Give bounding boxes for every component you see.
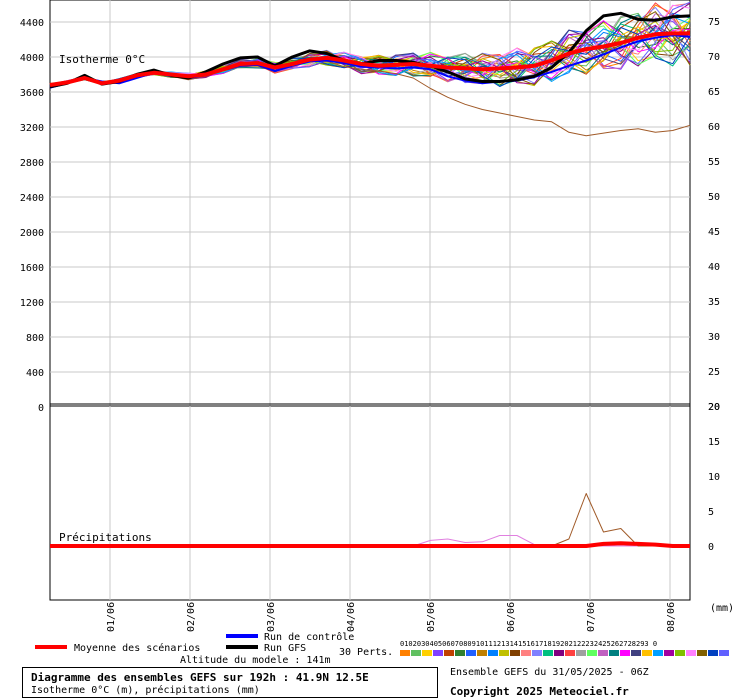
left-tick-label: 1200 bbox=[20, 298, 44, 309]
x-unit-label: (mm) bbox=[710, 603, 734, 614]
x-tick-label: 07/06 bbox=[586, 602, 597, 632]
x-tick-label: 04/06 bbox=[346, 602, 357, 632]
pert-swatch bbox=[598, 650, 608, 656]
right-tick-label: 20 bbox=[708, 402, 720, 413]
altitude-label: Altitude du modele : 141m bbox=[180, 655, 331, 666]
legend-gfs-label: Run GFS bbox=[264, 643, 306, 654]
right-tick-label: 55 bbox=[708, 157, 720, 168]
precip-tick-label: 20 bbox=[708, 402, 720, 413]
left-tick-label: 2800 bbox=[20, 158, 44, 169]
left-tick-label: 2400 bbox=[20, 193, 44, 204]
pert-swatch bbox=[697, 650, 707, 656]
precip-mean-line bbox=[50, 541, 690, 548]
title-box: Diagramme des ensembles GEFS sur 192h : … bbox=[22, 667, 438, 698]
bottom-panel-frame bbox=[49, 405, 691, 601]
x-tick-label: 01/06 bbox=[106, 602, 117, 632]
right-tick-label: 30 bbox=[708, 332, 720, 343]
pert-swatch bbox=[521, 650, 531, 656]
legend-mean-label: Moyenne des scénarios bbox=[74, 642, 200, 654]
pert-swatch bbox=[411, 650, 421, 656]
pert-swatch bbox=[433, 650, 443, 656]
right-tick-label: 50 bbox=[708, 192, 720, 203]
right-tick-label: 75 bbox=[708, 17, 720, 28]
pert-swatch bbox=[455, 650, 465, 656]
bottom-panel-grid bbox=[49, 403, 691, 601]
x-tick-label: 08/06 bbox=[666, 602, 677, 632]
left-tick-label: 4000 bbox=[20, 53, 44, 64]
copyright: Copyright 2025 Meteociel.fr bbox=[450, 685, 629, 698]
pert-swatch bbox=[576, 650, 586, 656]
mean-line bbox=[49, 31, 690, 87]
pert-swatch bbox=[719, 650, 729, 656]
perts-numbers: 0102030405060708091011121314151617181920… bbox=[400, 640, 657, 648]
x-axis-ticks: 01/06 02/06 03/06 04/06 05/06 06/06 07/06 08/06 bbox=[106, 602, 677, 632]
pert-swatch bbox=[631, 650, 641, 656]
pert-swatch bbox=[444, 650, 454, 656]
precip-axis-ticks: 20 15 10 5 0 bbox=[708, 402, 720, 553]
left-tick-label: 3600 bbox=[20, 88, 44, 99]
isotherm-label: Isotherme 0°C bbox=[59, 53, 145, 66]
pert-swatch bbox=[642, 650, 652, 656]
perts-label: 30 Perts. bbox=[339, 647, 393, 658]
x-tick-label: 05/06 bbox=[426, 602, 437, 632]
pert-swatch bbox=[565, 650, 575, 656]
right-tick-label: 40 bbox=[708, 262, 720, 273]
pert-swatch bbox=[466, 650, 476, 656]
pert-swatch bbox=[554, 650, 564, 656]
x-tick-label: 03/06 bbox=[266, 602, 277, 632]
pert-swatch bbox=[620, 650, 630, 656]
right-tick-label: 60 bbox=[708, 122, 720, 133]
right-tick-label: 65 bbox=[708, 87, 720, 98]
pert-swatch bbox=[708, 650, 718, 656]
run-info: Ensemble GEFS du 31/05/2025 - 06Z bbox=[450, 667, 649, 678]
gfs-run-line bbox=[49, 11, 691, 89]
left-tick-label: 2000 bbox=[20, 228, 44, 239]
chart-subtitle: Isotherme 0°C (m), précipitations (mm) bbox=[31, 685, 260, 696]
pert-swatch bbox=[422, 650, 432, 656]
pert-swatch bbox=[400, 650, 410, 656]
right-tick-label: 45 bbox=[708, 227, 720, 238]
left-tick-label: 800 bbox=[26, 333, 44, 344]
left-tick-label: 0 bbox=[38, 403, 44, 414]
left-tick-label: 1600 bbox=[20, 263, 44, 274]
x-tick-label: 06/06 bbox=[506, 602, 517, 632]
pert-swatch bbox=[686, 650, 696, 656]
pert-swatch bbox=[543, 650, 553, 656]
precip-tick-label: 5 bbox=[708, 507, 714, 518]
precip-tick-label: 0 bbox=[708, 542, 714, 553]
pert-swatch bbox=[653, 650, 663, 656]
legend-control-label: Run de contrôle bbox=[264, 631, 354, 643]
right-axis-ticks: 75 70 65 60 55 50 45 40 35 30 25 20 bbox=[708, 17, 720, 413]
pert-swatch bbox=[609, 650, 619, 656]
left-tick-label: 4400 bbox=[20, 18, 44, 29]
precip-series bbox=[50, 493, 690, 548]
precip-tick-label: 15 bbox=[708, 437, 720, 448]
perts-swatches bbox=[400, 650, 729, 656]
pert-swatch bbox=[675, 650, 685, 656]
pert-swatch bbox=[532, 650, 542, 656]
left-axis-ticks: 4400400036003200280024002000160012008004… bbox=[20, 18, 44, 414]
pert-swatch bbox=[664, 650, 674, 656]
isotherm-series bbox=[49, 1, 691, 137]
left-tick-label: 400 bbox=[26, 368, 44, 379]
left-tick-label: 3200 bbox=[20, 123, 44, 134]
pert-swatch bbox=[587, 650, 597, 656]
right-tick-label: 25 bbox=[708, 367, 720, 378]
pert-swatch bbox=[510, 650, 520, 656]
precip-tick-label: 10 bbox=[708, 472, 720, 483]
pert-swatch bbox=[477, 650, 487, 656]
chart-title: Diagramme des ensembles GEFS sur 192h : … bbox=[31, 671, 369, 684]
pert-swatch bbox=[499, 650, 509, 656]
precip-label: Précipitations bbox=[59, 531, 152, 544]
x-tick-label: 02/06 bbox=[186, 602, 197, 632]
right-tick-label: 70 bbox=[708, 52, 720, 63]
right-tick-label: 35 bbox=[708, 297, 720, 308]
pert-swatch bbox=[488, 650, 498, 656]
